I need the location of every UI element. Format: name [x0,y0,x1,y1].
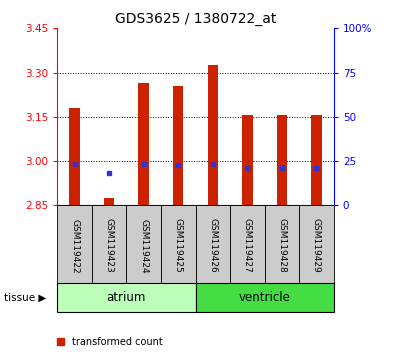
Bar [126,205,161,283]
Text: GSM119423: GSM119423 [105,218,114,273]
Bar [208,65,218,205]
Bar [57,283,196,312]
Text: atrium: atrium [107,291,146,304]
Text: GSM119422: GSM119422 [70,218,79,273]
Bar [196,205,230,283]
Bar [299,205,334,283]
Bar [161,205,196,283]
Bar [57,205,92,283]
Text: GSM119424: GSM119424 [139,218,148,273]
Text: GSM119429: GSM119429 [312,218,321,273]
Bar [311,115,322,205]
Bar [139,83,149,205]
Bar [230,205,265,283]
Text: GSM119425: GSM119425 [174,218,183,273]
Bar [265,205,299,283]
Text: GSM119427: GSM119427 [243,218,252,273]
Title: GDS3625 / 1380722_at: GDS3625 / 1380722_at [115,12,276,26]
Bar [277,115,287,205]
Bar [104,198,114,205]
Text: transformed count: transformed count [71,337,162,347]
Bar [173,86,183,205]
Bar [196,283,334,312]
Bar [70,108,80,205]
Text: GSM119428: GSM119428 [277,218,286,273]
Text: GSM119426: GSM119426 [208,218,217,273]
Text: tissue ▶: tissue ▶ [4,292,46,302]
Text: ventricle: ventricle [239,291,291,304]
Bar [92,205,126,283]
Bar [242,115,252,205]
